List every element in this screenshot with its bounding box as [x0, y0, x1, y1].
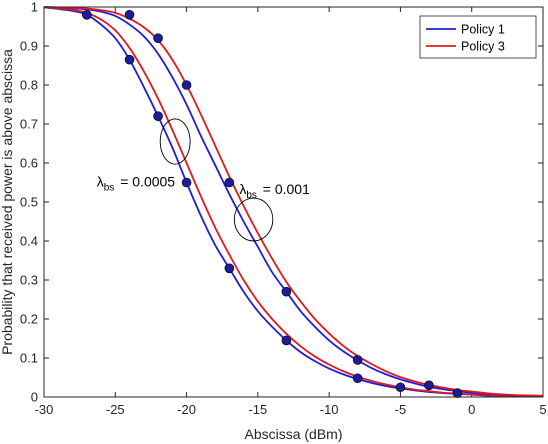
y-tick-label: 0.6: [20, 156, 38, 171]
legend-box: [419, 15, 537, 59]
y-tick-label: 1: [31, 0, 38, 15]
y-tick-label: 0.7: [20, 117, 38, 132]
data-point: [181, 80, 192, 90]
data-point: [281, 335, 292, 346]
x-tick-label: -10: [320, 402, 339, 417]
y-tick-label: 0.4: [20, 234, 38, 249]
legend-entry: Policy 3: [461, 40, 505, 54]
x-tick-label: -20: [177, 402, 196, 417]
x-tick-label: -5: [395, 402, 407, 417]
data-point: [424, 380, 434, 391]
y-tick-label: 0.8: [20, 78, 38, 93]
data-point: [124, 54, 135, 65]
x-tick-label: 5: [539, 402, 546, 417]
x-tick-label: 0: [468, 402, 475, 417]
data-point: [124, 10, 135, 20]
legend-entry: Policy 1: [461, 23, 505, 37]
series-line-3: [43, 6, 544, 397]
data-point: [452, 388, 463, 398]
axis-ticks: -30 -25 -20 -15 -10 -5 0 5 0 0.1 0.2 0.3 0.4 0.5 0.6 0.…: [20, 0, 547, 417]
y-tick-label: 0.9: [20, 39, 38, 54]
data-point: [395, 382, 406, 393]
plot-frame: [43, 6, 544, 398]
y-tick-label: 0.3: [20, 273, 38, 288]
x-tick-label: -30: [35, 402, 54, 417]
annotation-label: λbs = 0.0005: [97, 173, 176, 193]
annotation-ellipse: [159, 118, 191, 165]
x-tick-label: -15: [248, 402, 267, 417]
annotation-label: λbs = 0.001: [239, 181, 310, 201]
data-point: [352, 355, 363, 365]
y-tick-label: 0.1: [20, 351, 38, 366]
x-tick-label: -25: [106, 402, 125, 417]
annotations: λbs = 0.0005 λbs = 0.001: [97, 118, 310, 242]
data-point: [181, 177, 192, 188]
y-axis-label: Probability that received power is above…: [0, 49, 15, 355]
data-point: [81, 10, 92, 20]
legend: Policy 1 Policy 3: [419, 15, 537, 59]
data-point: [352, 373, 363, 384]
data-point: [281, 286, 292, 297]
data-point: [153, 111, 163, 121]
y-tick-label: 0: [31, 390, 38, 405]
data-markers: [81, 10, 463, 398]
y-tick-label: 0.5: [20, 195, 38, 210]
annotation-ellipse: [233, 197, 274, 242]
data-point: [153, 33, 163, 44]
x-axis-label: Abscissa (dBm): [244, 426, 342, 442]
data-point: [224, 263, 235, 274]
data-point: [224, 177, 235, 188]
y-tick-label: 0.2: [20, 312, 38, 327]
